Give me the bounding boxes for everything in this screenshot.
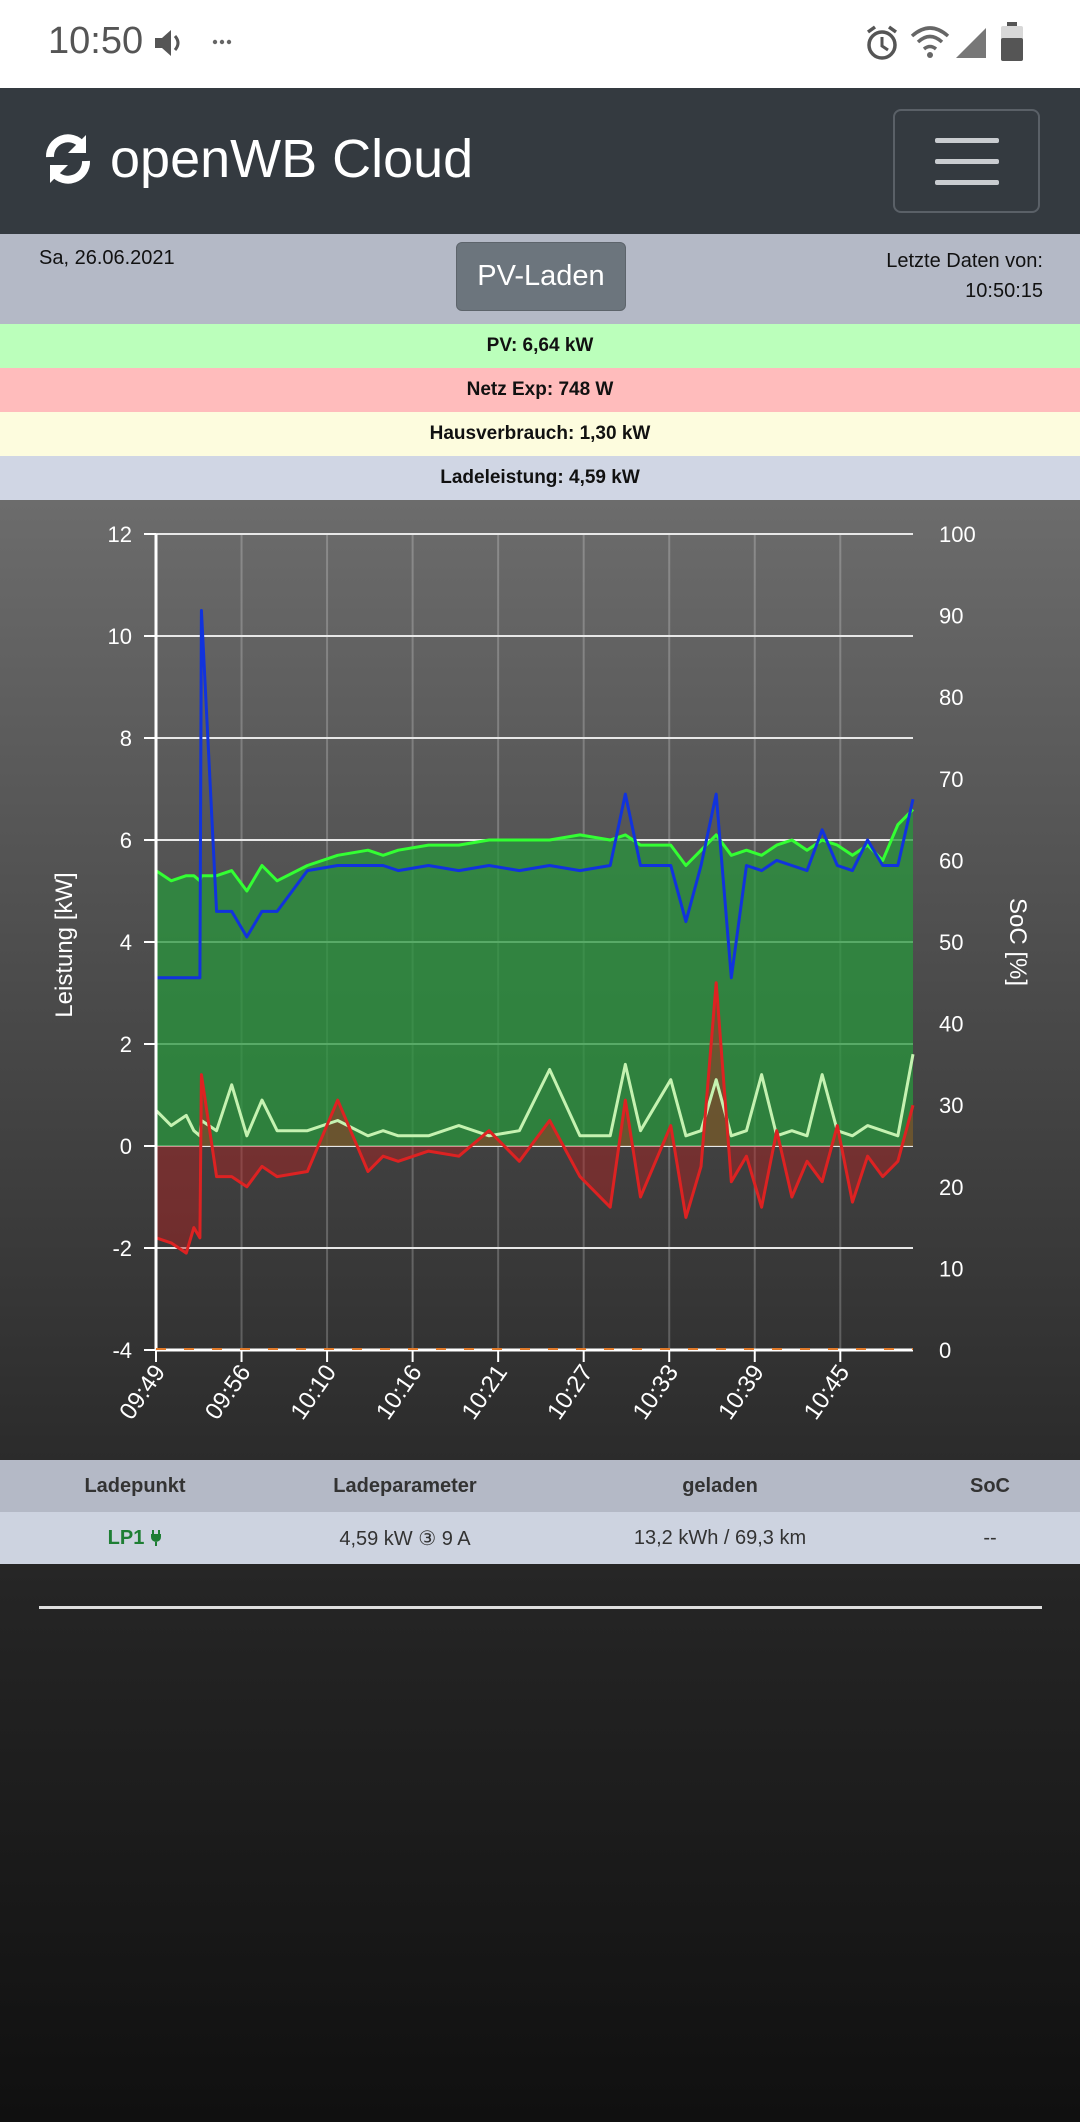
header-ladepunkt: Ladepunkt: [84, 1474, 186, 1497]
pv-area: [156, 809, 913, 1146]
hamburger-menu-icon: [934, 137, 999, 143]
y-tick-label: -2: [112, 1236, 132, 1261]
x-tick-label: 10:27: [542, 1360, 599, 1425]
y-tick-label: 6: [120, 828, 132, 853]
y-tick-label: 12: [108, 522, 132, 547]
soc-value: --: [983, 1526, 997, 1549]
more-icon: [212, 39, 232, 45]
x-tick-label: 10:21: [456, 1360, 513, 1425]
y2-tick-label: 90: [939, 604, 963, 629]
y-tick-label: -4: [112, 1338, 132, 1363]
status-bar: 10:50: [0, 0, 1080, 88]
plug-icon: [151, 1530, 162, 1546]
x-tick-label: 10:39: [713, 1360, 770, 1425]
x-tick-label: 10:45: [799, 1360, 856, 1425]
charged-value: 13,2 kWh / 69,3 km: [633, 1526, 807, 1549]
y-axis-title: Leistung [kW]: [51, 872, 78, 1017]
navbar: openWB Cloud: [0, 88, 1080, 234]
x-tick-label: 10:33: [628, 1360, 685, 1425]
y2-axis-title: SoC [%]: [1004, 898, 1031, 986]
table-row: LP1 4,59 kW ③ 9 A 13,2 kWh / 69,3 km --: [0, 1512, 1080, 1564]
divider: [39, 1606, 1042, 1609]
y-tick-label: 10: [108, 624, 132, 649]
last-data: Letzte Daten von: 10:50:15: [886, 246, 1043, 306]
series-line-pv: [155, 808, 915, 893]
y-tick-label: 4: [120, 930, 132, 955]
charge-point-cell: LP1: [45, 1512, 225, 1564]
volume-icon: [155, 30, 180, 56]
y2-tick-label: 50: [939, 930, 963, 955]
y2-tick-label: 30: [939, 1093, 963, 1118]
y2-tick-label: 40: [939, 1012, 963, 1037]
status-time: 10:50: [48, 20, 144, 62]
header-ladeparameter: Ladeparameter: [333, 1474, 477, 1497]
y2-tick-label: 80: [939, 685, 963, 710]
series-line-netz: [155, 981, 915, 1255]
x-tick-label: 10:16: [371, 1360, 428, 1425]
battery-icon: [1001, 22, 1023, 61]
alarm-icon: [866, 25, 898, 60]
x-tick-label: 09:56: [200, 1360, 257, 1425]
current-date: Sa, 26.06.2021: [39, 247, 175, 269]
series-line-ladeleistung: [156, 609, 915, 980]
y-tick-label: 2: [120, 1032, 132, 1057]
last-data-label: Letzte Daten von:: [886, 250, 1043, 272]
info-bar: Sa, 26.06.2021 PV-Laden Letzte Daten von…: [0, 234, 1080, 324]
header-soc: SoC: [970, 1474, 1010, 1497]
y2-tick-label: 20: [939, 1175, 963, 1200]
last-data-time: 10:50:15: [965, 280, 1043, 302]
power-chart[interactable]: 12 10 8 6 4 2 0 -2 -4 100 90 80 70 60 50 40 30 20 10 0 09:…: [0, 500, 1080, 1460]
charge-mode-button[interactable]: PV-Laden: [456, 242, 626, 311]
house-consumption-strip: Hausverbrauch: 1,30 kW: [0, 412, 1080, 456]
page-background: [0, 1564, 1080, 2122]
brand[interactable]: openWB Cloud: [40, 128, 473, 190]
signal-icon: [956, 28, 986, 58]
charge-point-name: LP1: [107, 1526, 145, 1549]
grid-strip: Netz Exp: 748 W: [0, 368, 1080, 412]
menu-toggle-button[interactable]: [893, 109, 1040, 213]
pv-strip: PV: 6,64 kW: [0, 324, 1080, 368]
x-tick-label: 09:49: [114, 1360, 171, 1425]
charge-point-link[interactable]: LP1: [108, 1527, 163, 1550]
x-tick-label: 10:10: [285, 1360, 342, 1425]
charge-points-table-header: Ladepunkt Ladeparameter geladen SoC: [0, 1460, 1080, 1512]
charge-parameter-value: 4,59 kW ③ 9 A: [339, 1527, 471, 1550]
sync-icon: [46, 134, 90, 184]
charging-power-strip: Ladeleistung: 4,59 kW: [0, 456, 1080, 500]
y2-tick-label: 0: [939, 1338, 951, 1363]
y2-tick-label: 100: [939, 522, 976, 547]
y-tick-label: 8: [120, 726, 132, 751]
y2-tick-label: 10: [939, 1256, 963, 1281]
y2-tick-label: 60: [939, 848, 963, 873]
y2-tick-label: 70: [939, 767, 963, 792]
y-tick-label: 0: [120, 1134, 132, 1159]
wifi-icon: [910, 26, 950, 58]
brand-title: openWB Cloud: [110, 129, 474, 189]
header-geladen: geladen: [682, 1474, 758, 1497]
series-line-hausverbrauch: [154, 1053, 915, 1138]
